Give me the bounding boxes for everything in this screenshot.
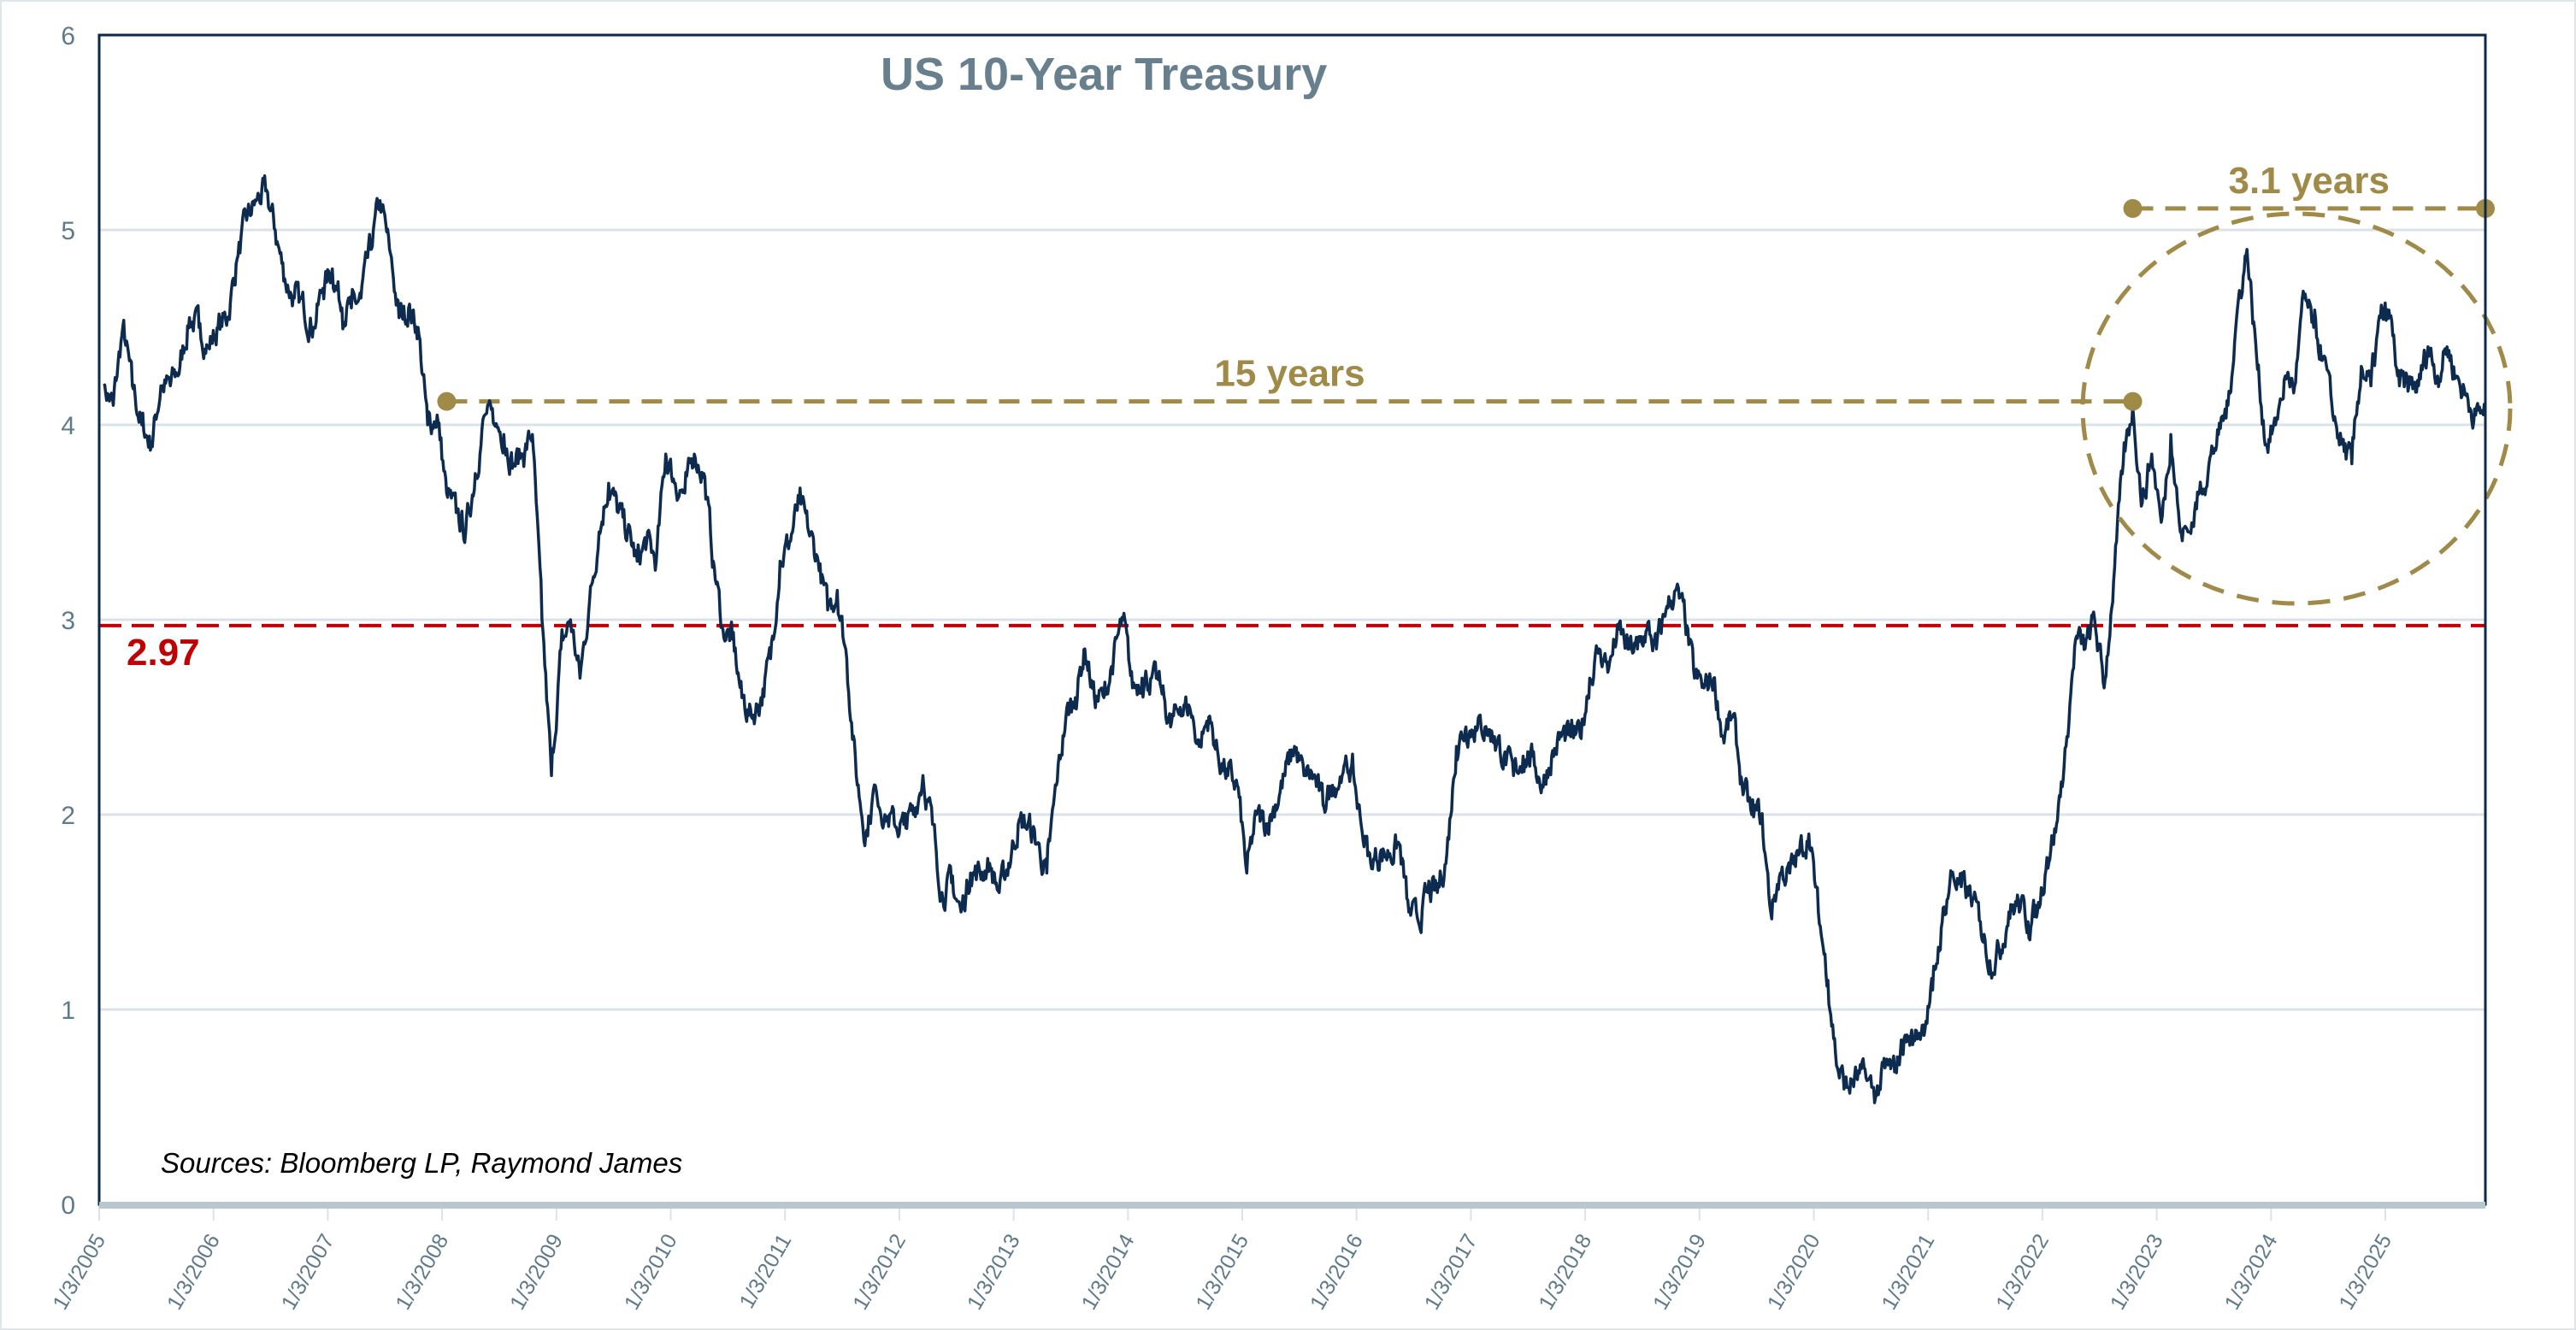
x-tick-label: 1/3/2008	[391, 1230, 453, 1314]
span-start-dot-3-1-years	[2123, 198, 2143, 218]
x-tick-label: 1/3/2022	[1991, 1230, 2054, 1314]
x-tick-label: 1/3/2014	[1077, 1230, 1140, 1314]
span-label-3-1-years: 3.1 years	[2229, 160, 2390, 202]
highlight-circle	[2080, 211, 2513, 606]
x-tick-label: 1/3/2006	[162, 1230, 225, 1314]
y-tick-label: 5	[61, 217, 75, 245]
source-note: Sources: Bloomberg LP, Raymond James	[161, 1147, 682, 1179]
x-tick-label: 1/3/2013	[963, 1230, 1025, 1314]
y-tick-label: 2	[61, 802, 75, 830]
x-tick-label: 1/3/2007	[277, 1230, 339, 1314]
x-tick-label: 1/3/2015	[1191, 1230, 1253, 1314]
x-tick-label: 1/3/2010	[620, 1230, 682, 1314]
x-tick-label: 1/3/2025	[2334, 1230, 2396, 1314]
x-tick-label: 1/3/2016	[1306, 1230, 1368, 1314]
y-axis-ticks: 0 1 2 3 4 5 6	[61, 22, 75, 1220]
x-tick-label: 1/3/2018	[1534, 1230, 1596, 1314]
x-tick-label: 1/3/2005	[48, 1230, 110, 1314]
x-tick-label: 1/3/2011	[734, 1230, 796, 1313]
reference-line-label: 2.97	[127, 632, 200, 674]
annotations: 2.97	[99, 206, 2491, 674]
annotation-markers: 15 years 3.1 years	[437, 160, 2513, 606]
gridlines	[99, 228, 2485, 1011]
y-tick-label: 4	[61, 412, 75, 440]
y-tick-label: 1	[61, 997, 75, 1025]
y-tick-label: 3	[61, 607, 75, 635]
x-tick-label: 1/3/2023	[2106, 1230, 2168, 1314]
span-end-dot-15-years	[2123, 391, 2143, 411]
x-tick-label: 1/3/2021	[1877, 1230, 1939, 1314]
span-start-dot-15-years	[437, 391, 457, 411]
span-label-15-years: 15 years	[1214, 353, 1365, 395]
y-tick-label: 6	[61, 22, 75, 50]
y-tick-label: 0	[61, 1192, 75, 1220]
x-tick-label: 1/3/2020	[1763, 1230, 1825, 1314]
x-tick-label: 1/3/2009	[505, 1230, 568, 1314]
x-tick-label: 1/3/2024	[2220, 1230, 2283, 1314]
x-axis-ticks: 1/3/2005 1/3/2006 1/3/2007 1/3/2008 1/3/2009…	[48, 1205, 2396, 1314]
series-line	[103, 174, 2487, 1104]
x-tick-label: 1/3/2019	[1648, 1230, 1711, 1314]
x-tick-label: 1/3/2012	[848, 1230, 911, 1314]
chart-title: US 10-Year Treasury	[881, 49, 1327, 100]
x-tick-label: 1/3/2017	[1420, 1230, 1483, 1314]
